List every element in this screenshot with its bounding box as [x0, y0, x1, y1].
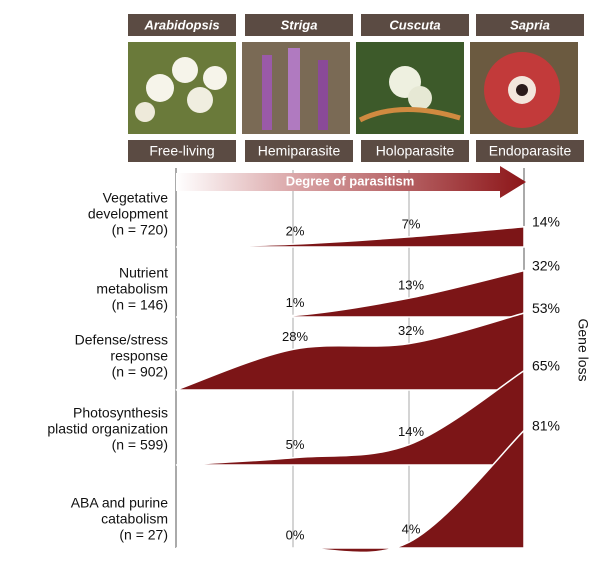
row-label: metabolism — [96, 281, 168, 297]
value-label: 32% — [398, 323, 424, 338]
gene-loss-area — [175, 269, 525, 319]
value-label: 65% — [532, 357, 560, 373]
value-label: 53% — [532, 300, 560, 316]
species-box — [128, 14, 236, 36]
value-label: 7% — [402, 216, 421, 231]
value-label: 28% — [282, 329, 308, 344]
lifestyle-box — [245, 140, 353, 162]
row-label: (n = 720) — [112, 222, 168, 238]
side-label: Gene loss — [575, 318, 591, 381]
lifestyle-box — [476, 140, 584, 162]
value-label: 0% — [286, 527, 305, 542]
lifestyle-box — [361, 140, 469, 162]
row-label: Vegetative — [103, 190, 169, 206]
row-label: (n = 27) — [119, 527, 168, 543]
species-name: Sapria — [510, 17, 550, 32]
value-label: 1% — [286, 295, 305, 310]
row-label: (n = 599) — [112, 437, 168, 453]
value-label: 32% — [532, 257, 560, 273]
lifestyle-name: Holoparasite — [376, 143, 455, 159]
row-label: plastid organization — [47, 421, 168, 437]
arrow-label: Degree of parasitism — [286, 173, 415, 188]
value-label: 13% — [398, 278, 424, 293]
photo-cuscuta — [356, 42, 464, 134]
photo-sapria — [470, 42, 578, 134]
species-name: Striga — [281, 17, 318, 32]
row-label: catabolism — [101, 511, 168, 527]
species-box — [476, 14, 584, 36]
lifestyle-name: Hemiparasite — [258, 143, 341, 159]
photo-striga — [242, 42, 350, 134]
gene-loss-area — [175, 369, 525, 466]
row-label: Defense/stress — [75, 332, 168, 348]
gene-loss-area — [175, 225, 525, 248]
value-label: 4% — [402, 522, 421, 537]
value-label: 14% — [532, 213, 560, 229]
lifestyle-name: Endoparasite — [489, 143, 572, 159]
row-label: ABA and purine — [71, 495, 169, 511]
lifestyle-name: Free-living — [149, 143, 214, 159]
gene-loss-area — [175, 312, 525, 391]
gene-loss-area — [175, 428, 525, 554]
row-label: Nutrient — [119, 265, 168, 281]
value-label: 5% — [286, 437, 305, 452]
row-label: response — [110, 348, 168, 364]
row-label: (n = 902) — [112, 364, 168, 380]
row-label: development — [88, 206, 168, 222]
parasitism-arrow — [176, 166, 526, 198]
row-label: (n = 146) — [112, 297, 168, 313]
lifestyle-box — [128, 140, 236, 162]
photo-arabidopsis — [128, 42, 236, 134]
value-label: 14% — [398, 424, 424, 439]
row-label: Photosynthesis — [73, 405, 168, 421]
species-name: Cuscuta — [389, 17, 440, 32]
value-label: 2% — [286, 224, 305, 239]
species-box — [361, 14, 469, 36]
species-name: Arabidopsis — [143, 17, 219, 32]
value-label: 81% — [532, 417, 560, 433]
species-box — [245, 14, 353, 36]
